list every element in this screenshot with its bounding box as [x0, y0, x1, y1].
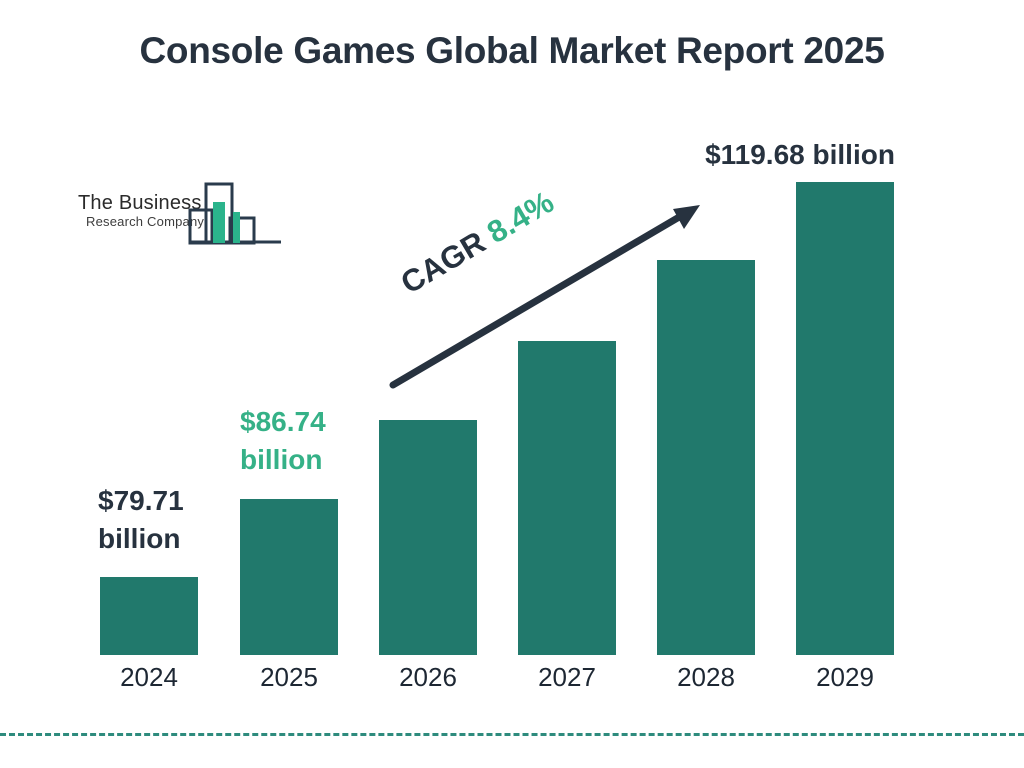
- bar-2029: [796, 182, 894, 655]
- bar-2026: [379, 420, 477, 655]
- value-callout-2024: $79.71 billion: [98, 482, 248, 558]
- cagr-growth-arrow-icon: [380, 190, 720, 400]
- x-tick-2024: 2024: [120, 662, 178, 692]
- bar-2028: [657, 260, 755, 655]
- value-callout-2029: $119.68 billion: [705, 139, 895, 170]
- bar-2027: [518, 341, 616, 655]
- bar-chart-logo-icon: [188, 180, 283, 253]
- x-tick-2029: 2029: [816, 662, 874, 692]
- logo-line-2: Research Company: [86, 214, 205, 229]
- x-tick-2028: 2028: [677, 662, 735, 692]
- bar-2025: [240, 499, 338, 655]
- footer-divider: [0, 733, 1024, 736]
- x-tick-2026: 2026: [399, 662, 457, 692]
- bar-2024: [100, 577, 198, 655]
- logo-wordmark: The Business Research Company: [78, 192, 206, 230]
- value-callout-2025-unit: billion: [240, 444, 323, 475]
- value-callout-2025: $86.74 billion: [240, 403, 390, 479]
- company-logo: The Business Research Company: [78, 182, 283, 250]
- value-callout-2025-amount: $86.74: [240, 406, 326, 437]
- value-callout-2024-unit: billion: [98, 523, 181, 554]
- x-tick-2027: 2027: [538, 662, 596, 692]
- x-tick-2025: 2025: [260, 662, 318, 692]
- logo-line-1: The Business: [78, 192, 202, 214]
- page-title: Console Games Global Market Report 2025: [139, 30, 885, 71]
- value-callout-2024-amount: $79.71: [98, 485, 184, 516]
